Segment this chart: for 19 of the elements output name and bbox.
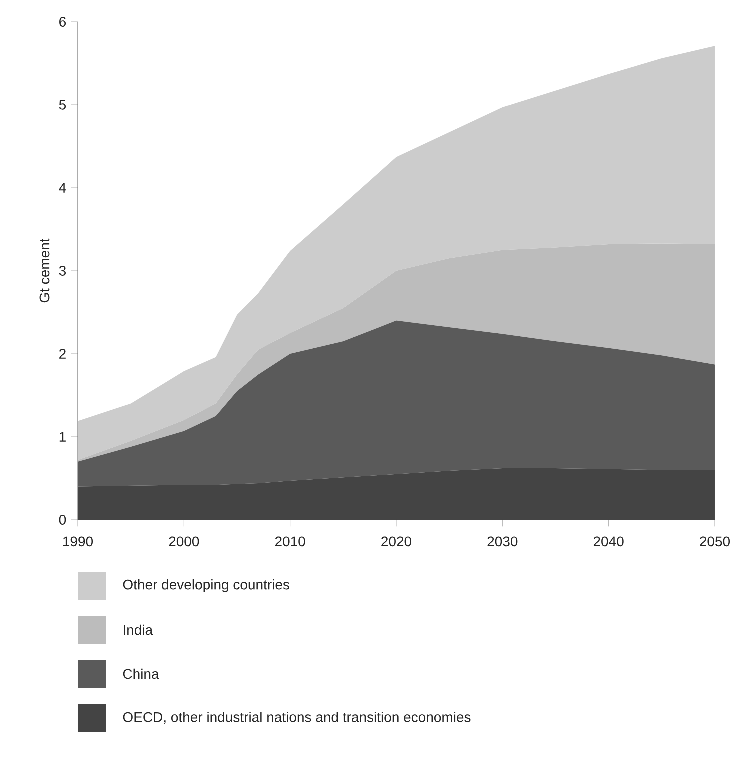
y-tick-label: 6 [60, 17, 66, 27]
x-tick-label: 2010 [275, 536, 306, 547]
y-tick-label: 3 [59, 266, 66, 276]
y-tick-label: 1 [60, 432, 66, 442]
x-tick-label: 2020 [382, 536, 412, 547]
legend-label: OECD, other industrial nations and transition economies [123, 712, 471, 724]
y-tick-label: 5 [59, 100, 66, 110]
y-tick-label: 0 [59, 515, 66, 525]
legend-label: Other developing countries [123, 579, 290, 593]
legend-label: India [124, 624, 154, 636]
x-tick-label: 2030 [488, 536, 518, 547]
x-tick-label: 2000 [169, 536, 200, 547]
y-tick-label: 2 [60, 349, 66, 359]
y-tick-label: 4 [59, 183, 66, 193]
legend-label: China [123, 668, 160, 680]
x-tick-label: 2050 [700, 536, 730, 547]
y-axis-title: Gt cement [40, 238, 50, 303]
x-tick-label: 1990 [63, 536, 94, 547]
x-tick-label: 2040 [594, 536, 624, 547]
